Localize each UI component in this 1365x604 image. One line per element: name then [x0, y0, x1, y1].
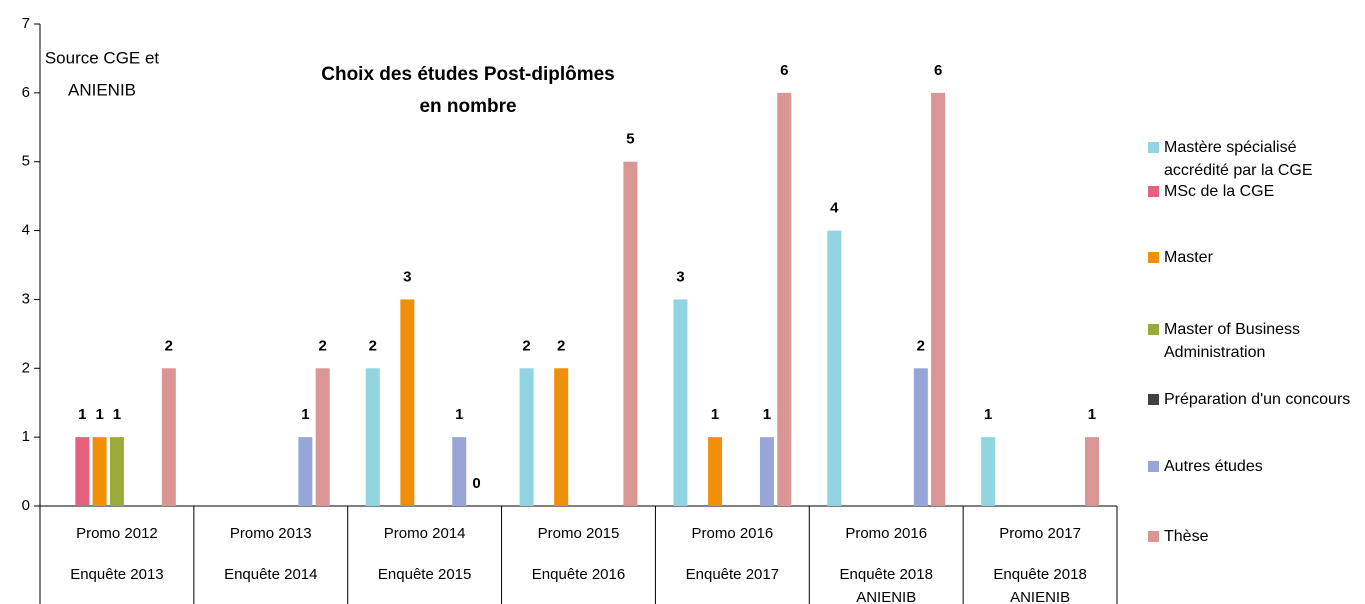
data-label: 6: [780, 62, 788, 79]
legend-label: Master of Business Administration: [1164, 321, 1301, 361]
data-label: 1: [455, 406, 463, 423]
x-tick-label: Promo 2016: [845, 525, 927, 542]
data-label: 2: [917, 337, 925, 354]
y-tick-label: 7: [22, 15, 30, 32]
legend-label: Préparation d'un concours: [1164, 391, 1351, 408]
legend-entry: Autres études: [1148, 455, 1354, 478]
x-tick-label: Enquête 2013: [70, 566, 163, 583]
data-label: 2: [165, 337, 173, 354]
data-label: 2: [369, 337, 377, 354]
y-tick-label: 4: [22, 222, 30, 239]
bar: [981, 437, 996, 506]
data-label: 1: [1088, 406, 1096, 423]
bar: [554, 368, 569, 506]
bar: [931, 92, 946, 506]
legend-entry: Préparation d'un concours: [1148, 388, 1354, 411]
x-tick-label: Enquête 2016: [532, 566, 625, 583]
bar: [92, 437, 107, 506]
bar: [452, 437, 467, 506]
x-tick-label: ANIENIB: [1010, 589, 1070, 604]
data-label: 2: [557, 337, 565, 354]
bar: [913, 368, 928, 506]
x-tick-label: Promo 2016: [691, 525, 773, 542]
data-label: 1: [763, 406, 771, 423]
legend-swatch: [1148, 531, 1159, 542]
chart-title: Choix des études Post-diplômes: [321, 64, 615, 85]
data-label: 1: [711, 406, 719, 423]
legend-swatch: [1148, 394, 1159, 405]
annotation: Source CGE et: [45, 48, 160, 67]
bar: [519, 368, 534, 506]
legend-swatch: [1148, 324, 1159, 335]
legend-entry: Thèse: [1148, 525, 1354, 548]
legend-label: Thèse: [1164, 528, 1209, 545]
y-tick-label: 1: [22, 428, 30, 445]
y-tick-label: 5: [22, 153, 30, 170]
bar: [400, 299, 415, 506]
x-tick-label: Promo 2015: [538, 525, 620, 542]
legend-entry: Master: [1148, 246, 1354, 269]
data-label: 1: [301, 406, 309, 423]
data-label: 1: [95, 406, 103, 423]
bar: [298, 437, 313, 506]
legend-label: Master: [1164, 249, 1213, 266]
bar: [827, 230, 842, 507]
data-label: 6: [934, 62, 942, 79]
data-label: 3: [403, 268, 411, 285]
data-label: 5: [626, 131, 634, 148]
bar: [1084, 437, 1099, 506]
bar: [109, 437, 124, 506]
y-tick-label: 6: [22, 84, 30, 101]
x-tick-label: Promo 2017: [999, 525, 1081, 542]
legend-label: MSc de la CGE: [1164, 183, 1275, 200]
legend-entry: Master of Business Administration: [1148, 318, 1354, 364]
x-tick-label: Promo 2014: [384, 525, 466, 542]
legend-entry: MSc de la CGE: [1148, 180, 1354, 203]
x-tick-label: Enquête 2017: [686, 566, 779, 583]
chart-title: en nombre: [419, 96, 516, 117]
bar: [673, 299, 688, 506]
legend-swatch: [1148, 252, 1159, 263]
annotation: ANIENIB: [68, 80, 136, 99]
data-label: 1: [984, 406, 992, 423]
legend-swatch: [1148, 142, 1159, 153]
legend-swatch: [1148, 186, 1159, 197]
x-tick-label: ANIENIB: [856, 589, 916, 604]
bar: [759, 437, 774, 506]
legend-entry: Mastère spécialisé accrédité par la CGE: [1148, 136, 1354, 182]
data-label: 2: [319, 337, 327, 354]
data-label: 0: [472, 475, 480, 492]
y-tick-label: 3: [22, 290, 30, 307]
data-label: 3: [676, 268, 684, 285]
data-label: 1: [78, 406, 86, 423]
x-tick-label: Promo 2012: [76, 525, 158, 542]
y-tick-label: 0: [22, 497, 30, 514]
data-label: 4: [830, 200, 839, 217]
bar: [623, 161, 638, 506]
y-tick-label: 2: [22, 359, 30, 376]
legend-label: Autres études: [1164, 458, 1263, 475]
x-tick-label: Enquête 2018: [993, 566, 1086, 583]
x-tick-label: Enquête 2014: [224, 566, 317, 583]
x-tick-label: Enquête 2018: [840, 566, 933, 583]
x-tick-label: Promo 2013: [230, 525, 312, 542]
bar: [161, 368, 176, 506]
legend-label: Mastère spécialisé accrédité par la CGE: [1164, 139, 1313, 179]
bar: [75, 437, 90, 506]
bar: [708, 437, 723, 506]
bar: [777, 92, 792, 506]
x-tick-label: Enquête 2015: [378, 566, 471, 583]
data-label: 1: [113, 406, 121, 423]
bar: [365, 368, 380, 506]
legend-swatch: [1148, 461, 1159, 472]
data-label: 2: [522, 337, 530, 354]
bar: [315, 368, 330, 506]
